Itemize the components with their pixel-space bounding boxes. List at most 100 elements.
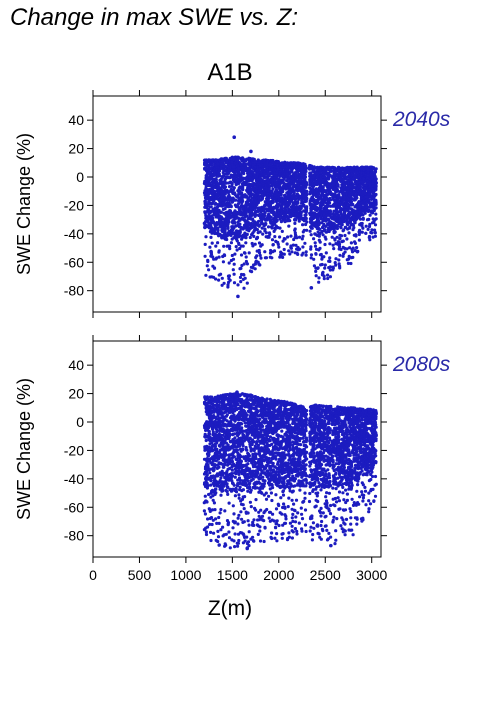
data-point: [216, 241, 220, 245]
data-point: [245, 214, 249, 218]
data-point: [257, 219, 261, 223]
data-point: [220, 276, 224, 280]
data-point: [216, 231, 220, 235]
data-point: [214, 491, 218, 495]
y-tick-label: 0: [76, 169, 84, 185]
data-point: [216, 228, 220, 232]
data-point: [217, 255, 221, 259]
data-point: [222, 281, 226, 285]
data-point: [215, 205, 219, 209]
data-point: [282, 247, 286, 252]
data-point: [373, 170, 378, 174]
data-point: [228, 278, 232, 282]
data-point: [228, 247, 232, 251]
data-point: [309, 286, 314, 290]
data-point: [318, 240, 322, 244]
data-point: [368, 238, 372, 242]
data-point: [262, 207, 266, 211]
y-axis-label: SWE Change (%): [14, 133, 34, 275]
data-point: [352, 226, 356, 230]
data-point: [266, 225, 271, 229]
data-point: [351, 246, 355, 250]
data-point: [361, 216, 365, 220]
data-point: [364, 231, 368, 235]
data-point: [234, 245, 238, 249]
data-point: [232, 281, 237, 285]
data-point: [283, 237, 287, 241]
data-point: [354, 234, 358, 238]
data-point: [224, 181, 228, 185]
data-point: [264, 222, 268, 226]
data-point: [304, 216, 308, 221]
data-point: [225, 237, 229, 242]
data-point: [276, 242, 280, 246]
data-point: [231, 268, 235, 272]
data-point: [374, 177, 378, 181]
data-point: [374, 192, 378, 197]
data-point: [349, 200, 354, 204]
data-point: [213, 189, 217, 194]
data-point: [223, 198, 227, 202]
data-point: [235, 239, 239, 243]
data-point: [258, 263, 262, 267]
data-point: [320, 262, 324, 267]
data-point: [271, 243, 275, 247]
data-point: [328, 201, 332, 205]
data-point: [203, 494, 207, 498]
data-point: [214, 244, 218, 248]
data-point: [360, 230, 364, 234]
data-point: [309, 233, 313, 237]
data-point: [248, 235, 252, 240]
data-point: [245, 232, 249, 236]
data-point: [317, 221, 321, 225]
data-point: [255, 235, 260, 239]
data-point: [233, 221, 237, 225]
data-point: [223, 172, 227, 176]
data-point: [309, 253, 314, 257]
data-point: [218, 174, 222, 178]
data-point: [314, 274, 318, 278]
data-point: [305, 181, 309, 185]
data-point: [364, 224, 368, 228]
data-point: [241, 244, 245, 248]
data-point: [220, 283, 224, 287]
data-point: [374, 217, 378, 221]
data-point: [264, 231, 268, 235]
data-point: [361, 226, 365, 230]
data-point: [205, 500, 209, 504]
data-point: [355, 196, 359, 200]
data-point: [214, 277, 218, 281]
data-point: [290, 250, 294, 254]
data-point: [261, 232, 265, 236]
data-point: [217, 249, 221, 253]
data-point: [210, 163, 214, 167]
data-point: [313, 241, 317, 245]
data-point: [312, 257, 316, 261]
data-point: [278, 235, 282, 239]
data-point: [331, 266, 335, 270]
data-point: [289, 234, 293, 238]
data-point: [373, 223, 378, 227]
data-point: [324, 251, 328, 255]
data-point: [262, 214, 267, 218]
data-point: [217, 465, 221, 469]
data-point: [317, 276, 321, 280]
data-point: [328, 259, 332, 263]
data-point: [310, 226, 314, 230]
data-point: [232, 262, 236, 266]
data-point: [203, 254, 207, 258]
data-point: [238, 230, 242, 234]
data-point: [209, 205, 213, 209]
data-point: [323, 242, 327, 247]
data-point: [212, 531, 216, 535]
data-point: [314, 252, 318, 256]
y-tick-label: -20: [64, 197, 84, 213]
data-point: [370, 231, 374, 235]
data-point: [271, 187, 275, 191]
data-point: [252, 234, 256, 238]
data-point: [209, 538, 213, 543]
data-point: [304, 250, 308, 254]
scatter-points: [202, 390, 378, 551]
data-point: [293, 227, 297, 231]
data-point: [343, 233, 347, 238]
